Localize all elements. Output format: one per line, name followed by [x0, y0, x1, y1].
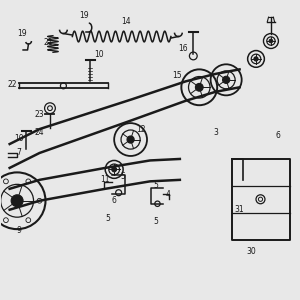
Text: 21: 21	[44, 38, 53, 47]
Text: 15: 15	[172, 71, 182, 80]
Text: 31: 31	[235, 205, 244, 214]
Text: 7: 7	[16, 148, 21, 158]
Text: 6: 6	[276, 130, 281, 140]
Text: 23: 23	[35, 110, 44, 119]
Text: 3: 3	[213, 128, 218, 136]
Text: 22: 22	[8, 80, 17, 89]
Text: 19: 19	[17, 29, 26, 38]
Circle shape	[112, 167, 117, 172]
Text: 11: 11	[100, 176, 110, 184]
Text: 5: 5	[121, 172, 126, 182]
Circle shape	[223, 76, 230, 83]
Circle shape	[11, 195, 23, 207]
Text: 16: 16	[178, 44, 188, 53]
Circle shape	[254, 57, 258, 61]
Text: 19: 19	[80, 11, 89, 20]
Circle shape	[195, 83, 203, 91]
Text: 5: 5	[154, 217, 158, 226]
Text: 5: 5	[154, 181, 158, 190]
Circle shape	[269, 39, 273, 43]
Circle shape	[127, 136, 134, 143]
Text: 4: 4	[166, 190, 170, 199]
Text: 6: 6	[112, 196, 117, 205]
Text: 30: 30	[247, 247, 256, 256]
Text: 12: 12	[136, 124, 146, 134]
Text: 9: 9	[16, 226, 21, 235]
Text: 10: 10	[94, 50, 104, 59]
Text: 5: 5	[106, 214, 111, 223]
Text: 24: 24	[35, 128, 44, 136]
Text: 10: 10	[14, 134, 23, 142]
Text: 14: 14	[121, 17, 131, 26]
